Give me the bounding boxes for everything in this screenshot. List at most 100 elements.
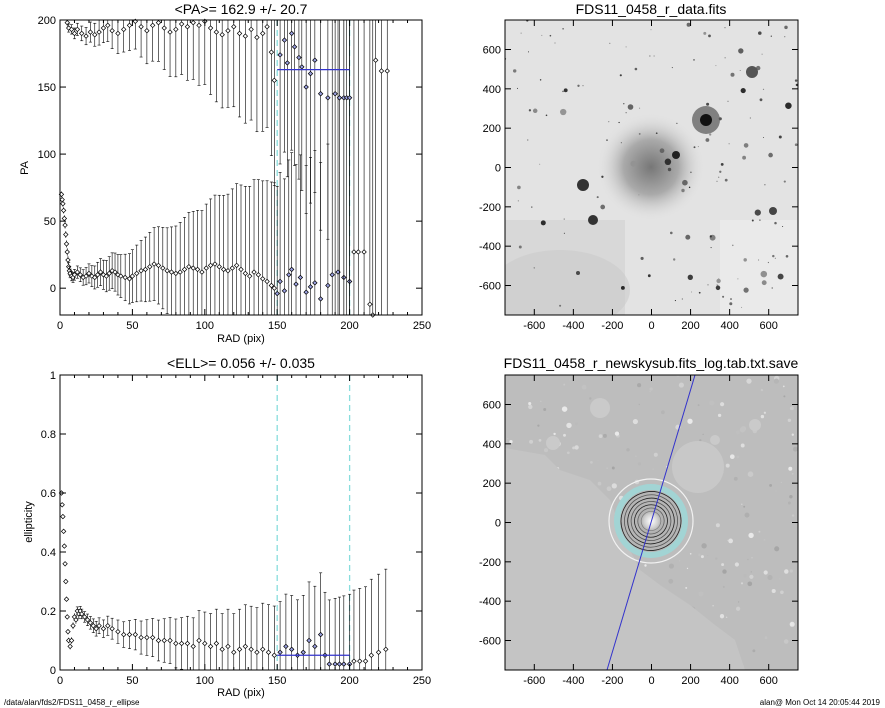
pa-point-wrapped — [71, 30, 78, 37]
ell-point — [67, 643, 73, 650]
pa-point — [312, 280, 318, 286]
star-mark — [705, 138, 710, 142]
pa-point — [77, 272, 83, 278]
star-mark — [575, 270, 581, 276]
pa-point-wrapped — [100, 25, 107, 31]
texture-speck — [709, 400, 715, 406]
texture-speck — [720, 402, 725, 407]
star-mark — [664, 158, 672, 166]
pa-point-wrapped — [296, 54, 302, 61]
star-mark — [741, 306, 743, 308]
pa-point — [177, 269, 183, 275]
texture-speck — [747, 581, 753, 587]
data-image-ytick-label: 0 — [495, 163, 501, 175]
ell-point — [90, 623, 96, 629]
star-mark — [774, 221, 777, 225]
star-mark — [627, 104, 634, 110]
texture-speck — [618, 432, 621, 434]
data-image-ticks: -600 -400 -200 0 200 400 600 -600 -400 -200 0 200 40… — [479, 20, 798, 332]
texture-speck — [574, 445, 579, 450]
texture-speck — [581, 384, 587, 390]
texture-speck — [743, 574, 747, 578]
model-image-ytick-label: 600 — [483, 400, 501, 412]
pa-point — [92, 274, 98, 281]
star-mark — [559, 304, 562, 307]
ell-point — [62, 561, 68, 567]
star-mark — [795, 83, 798, 87]
data-image-xtick-label: 0 — [648, 320, 654, 332]
star-mark — [512, 69, 517, 73]
texture-speck — [644, 564, 647, 567]
star-mark — [650, 29, 652, 31]
major-axis-line — [606, 375, 696, 670]
texture-speck — [676, 375, 680, 378]
pa-point-wrapped — [79, 30, 85, 37]
texture-speck — [553, 432, 556, 436]
pa-point — [277, 278, 283, 285]
pa-ytick-label: 150 — [38, 82, 56, 94]
ell-point — [138, 634, 144, 641]
star-mark — [743, 143, 749, 148]
star-mark — [517, 185, 521, 190]
pa-point — [147, 264, 153, 270]
ell-point — [132, 631, 138, 638]
pa-point-wrapped — [74, 26, 81, 33]
star-mark — [549, 34, 552, 37]
star-mark — [737, 278, 739, 280]
data-image-ytick-label: 200 — [483, 123, 501, 135]
ell-point — [336, 661, 343, 667]
star-mark — [782, 225, 784, 228]
pa-point — [303, 289, 309, 295]
star-mark — [762, 88, 765, 91]
texture-speck — [734, 562, 739, 567]
texture-speck — [598, 434, 603, 438]
pa-point — [168, 269, 175, 275]
star-mark — [517, 200, 519, 202]
star-mark — [528, 51, 529, 53]
star-mark — [778, 135, 782, 139]
pa-point-wrapped — [384, 68, 390, 74]
star-mark — [728, 143, 730, 145]
ell-point — [357, 658, 363, 664]
model-image-xtick-label: 600 — [760, 675, 778, 687]
field-stars — [505, 20, 798, 308]
pa-point — [288, 266, 295, 273]
star-mark — [730, 72, 735, 77]
pa-point-wrapped — [281, 37, 288, 43]
star-mark — [732, 244, 734, 247]
texture-speck — [735, 606, 741, 611]
data-image-xtick-label: 200 — [681, 320, 699, 332]
star-mark — [698, 291, 701, 294]
texture-speck — [634, 455, 637, 458]
ell-point — [70, 623, 76, 629]
ell-point — [283, 643, 289, 650]
pa-point-wrapped — [242, 33, 249, 39]
star-mark — [703, 31, 707, 35]
ell-point — [173, 640, 179, 647]
pa-point-wrapped — [161, 25, 167, 31]
ell-point — [202, 640, 208, 647]
texture-speck — [698, 591, 704, 597]
star-mark — [618, 121, 620, 124]
ell-point — [87, 620, 94, 626]
star-mark — [520, 32, 522, 34]
pa-point — [260, 276, 266, 282]
texture-speck — [748, 532, 754, 539]
texture-speck — [572, 446, 576, 450]
star-mark — [682, 179, 688, 186]
texture-speck — [715, 557, 718, 560]
texture-speck — [528, 401, 532, 406]
star-mark — [634, 67, 638, 71]
ell-ytick-label: 0.6 — [41, 488, 56, 500]
pa-point — [212, 261, 218, 267]
texture-speck — [763, 570, 768, 575]
pa-point — [286, 272, 292, 278]
texture-speck — [787, 418, 792, 423]
star-mark — [630, 160, 637, 167]
star-mark — [690, 171, 692, 174]
data-image-ytick-label: -600 — [479, 281, 501, 293]
texture-speck — [721, 563, 725, 567]
pa-point-wrapped — [284, 60, 291, 66]
star-mark — [794, 79, 798, 82]
ell-ytick-label: 0 — [50, 665, 56, 677]
